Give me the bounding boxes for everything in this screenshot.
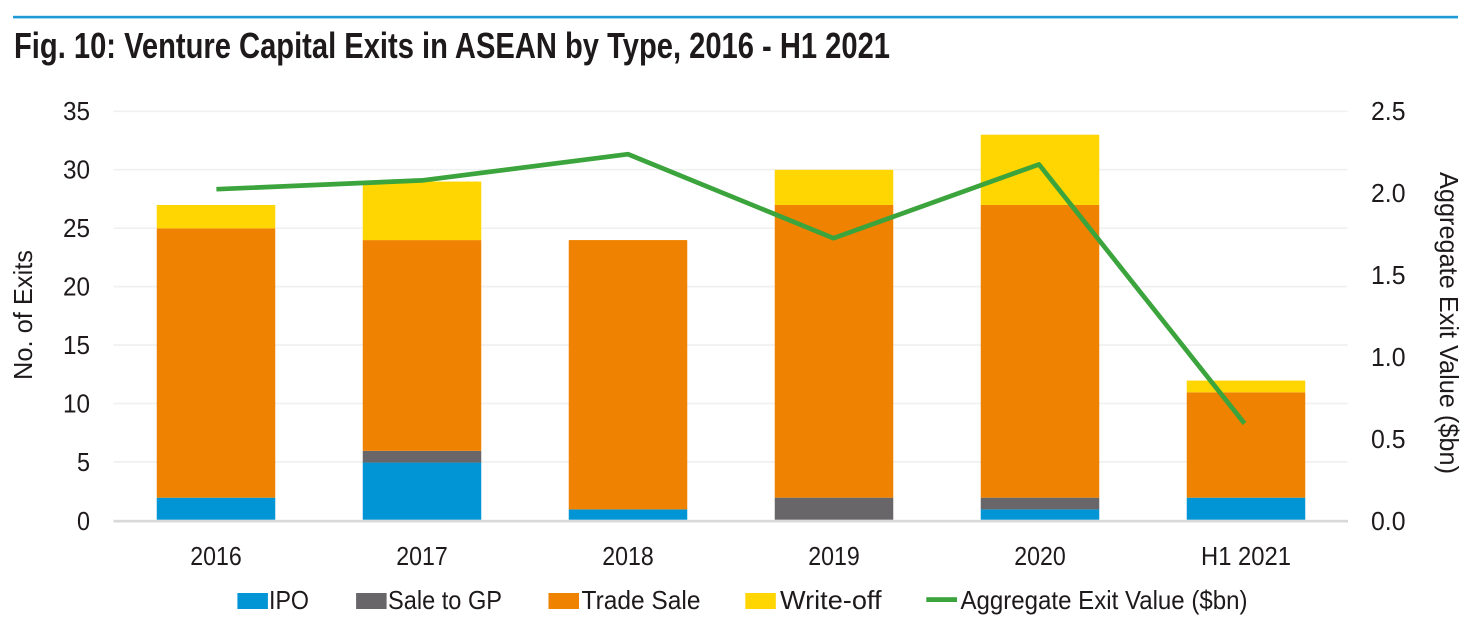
svg-text:Aggregate Exit Value ($bn): Aggregate Exit Value ($bn) xyxy=(961,585,1248,615)
svg-text:2019: 2019 xyxy=(808,541,860,571)
svg-text:Write-off: Write-off xyxy=(780,585,882,615)
svg-text:25: 25 xyxy=(63,213,90,243)
svg-text:15: 15 xyxy=(63,330,90,360)
svg-text:0: 0 xyxy=(77,506,90,536)
svg-text:2016: 2016 xyxy=(190,541,242,571)
svg-text:Sale to GP: Sale to GP xyxy=(388,585,502,615)
svg-text:Trade Sale: Trade Sale xyxy=(582,585,701,615)
svg-text:Aggregate Exit Value ($bn): Aggregate Exit Value ($bn) xyxy=(1434,172,1464,474)
svg-text:2.5: 2.5 xyxy=(1371,96,1406,126)
svg-text:30: 30 xyxy=(63,155,90,185)
svg-text:5: 5 xyxy=(77,447,90,477)
svg-text:1.0: 1.0 xyxy=(1371,342,1406,372)
svg-text:35: 35 xyxy=(63,96,90,126)
svg-text:IPO: IPO xyxy=(269,585,309,615)
svg-text:H1 2021: H1 2021 xyxy=(1201,541,1291,571)
svg-text:2017: 2017 xyxy=(396,541,448,571)
svg-text:2020: 2020 xyxy=(1014,541,1066,571)
svg-text:2.0: 2.0 xyxy=(1371,178,1406,208)
svg-text:0.5: 0.5 xyxy=(1371,424,1406,454)
svg-text:10: 10 xyxy=(63,388,90,418)
svg-text:0.0: 0.0 xyxy=(1371,506,1406,536)
svg-text:1.5: 1.5 xyxy=(1371,260,1406,290)
svg-text:Fig. 10: Venture Capital Exits: Fig. 10: Venture Capital Exits in ASEAN … xyxy=(14,25,890,66)
svg-text:2018: 2018 xyxy=(602,541,654,571)
svg-text:No. of Exits: No. of Exits xyxy=(8,250,38,380)
svg-text:20: 20 xyxy=(63,272,90,302)
